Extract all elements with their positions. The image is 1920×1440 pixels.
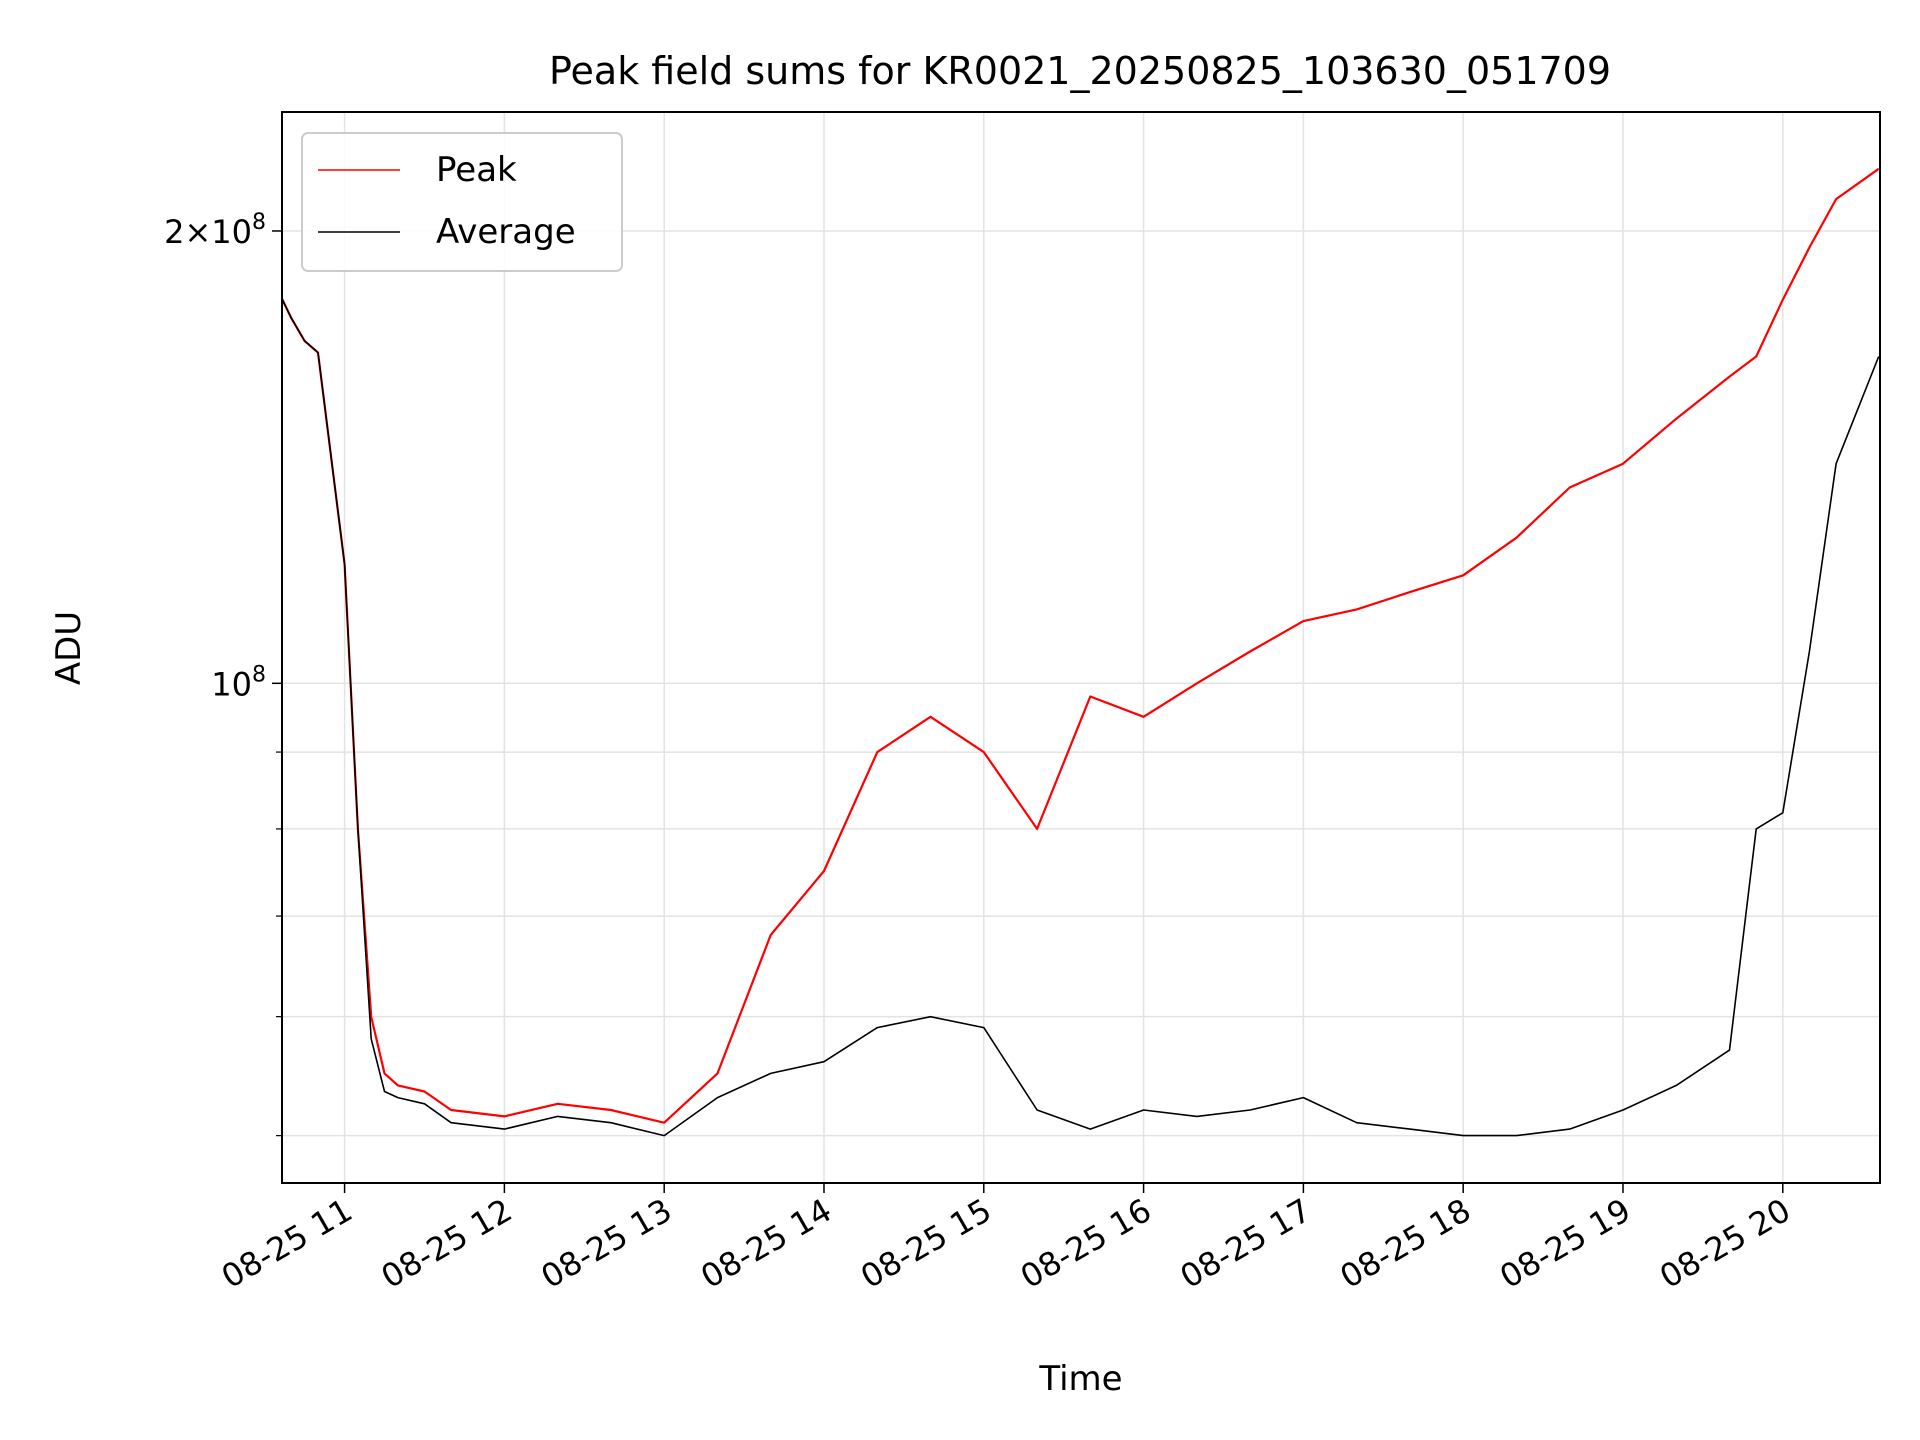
legend-label-average: Average	[436, 212, 576, 252]
series-line-peak	[282, 167, 1880, 1124]
grid	[282, 112, 1880, 1183]
y-axis-label: ADU	[49, 611, 89, 685]
y-tick-exponent: 8	[252, 662, 266, 687]
y-tick-mantissa: 2	[164, 213, 184, 251]
y-tick-base: 10	[211, 665, 252, 703]
plot-frame	[281, 111, 1881, 1184]
x-axis-label: Time	[1038, 1359, 1122, 1399]
y-tick-exponent: 8	[252, 210, 266, 235]
y-tick-base: 10	[211, 213, 252, 251]
legend: Peak Average	[301, 132, 623, 272]
y-tick-times: ×	[184, 213, 211, 251]
legend-label-peak: Peak	[436, 150, 517, 190]
legend-box	[301, 132, 623, 272]
series-layer	[282, 167, 1880, 1137]
series-line-average	[282, 296, 1880, 1137]
y-tick-label: 2×108	[164, 210, 266, 251]
y-tick-label: 108	[211, 662, 266, 703]
chart-title: Peak field sums for KR0021_20250825_1036…	[549, 49, 1611, 93]
